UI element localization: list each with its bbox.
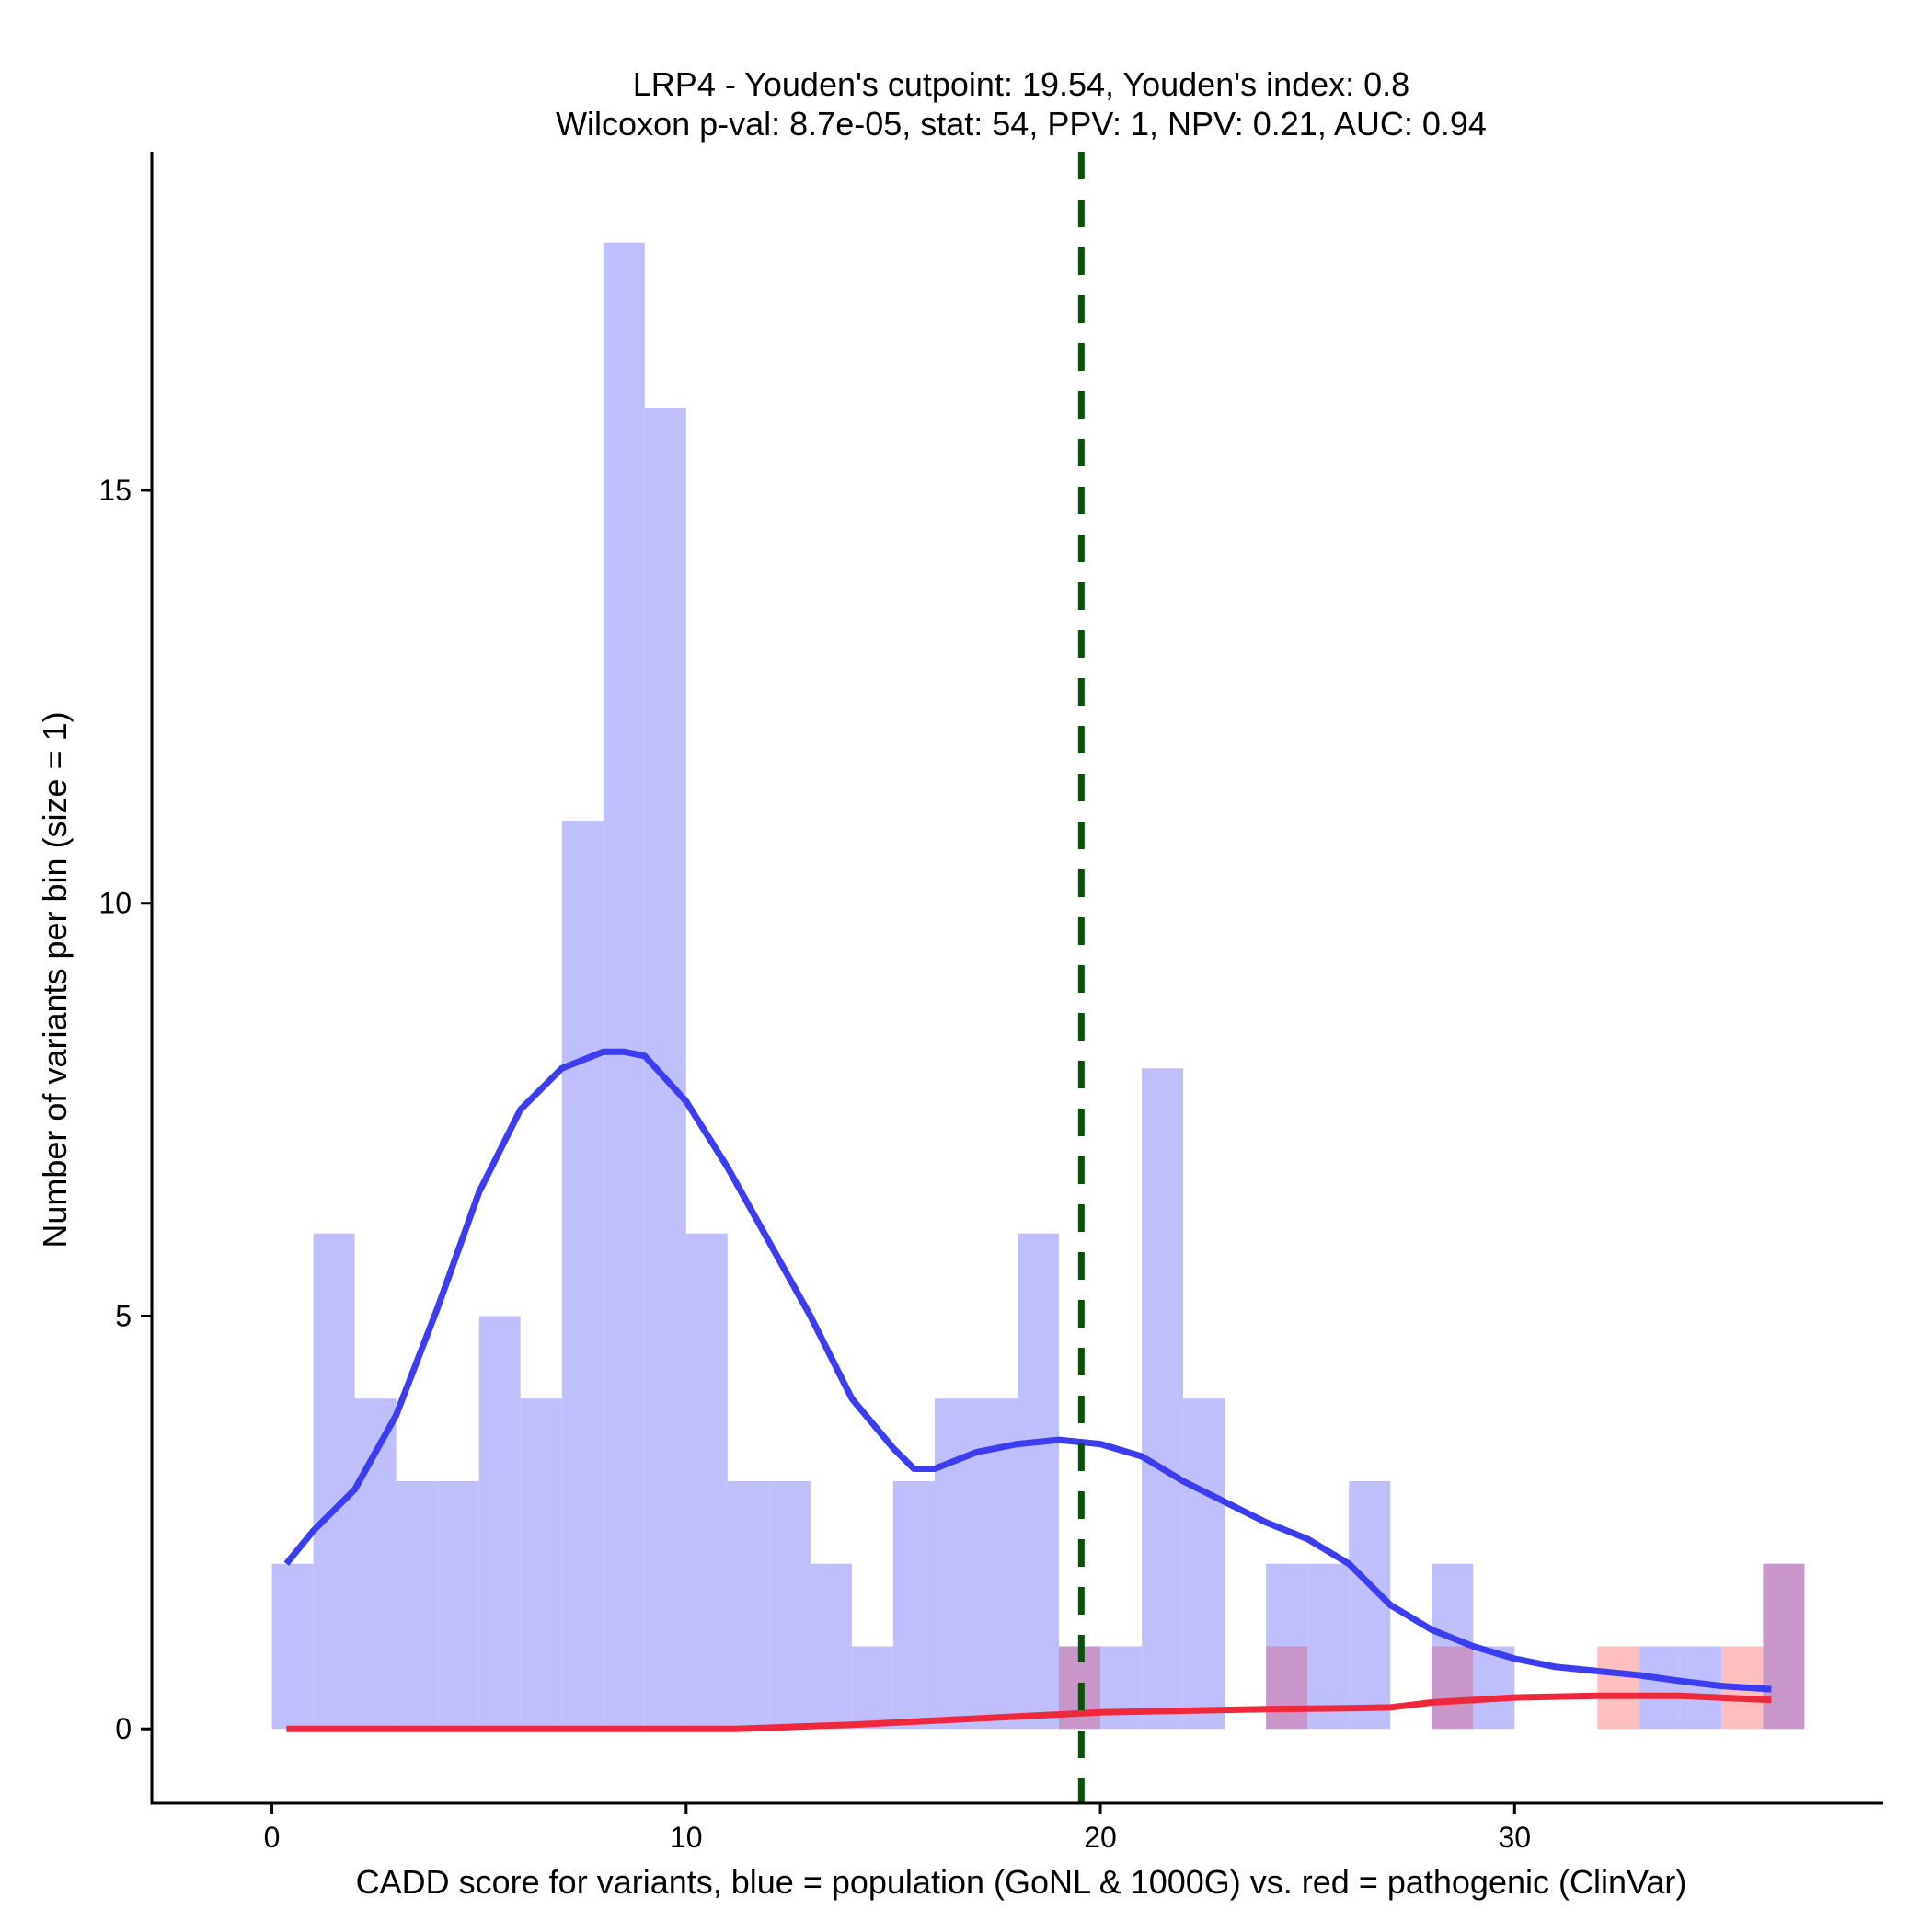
population-bar: [768, 1480, 811, 1730]
population-bar: [644, 408, 686, 1730]
population-bar: [603, 242, 645, 1730]
pathogenic-bar-overlap: [1763, 1563, 1805, 1730]
population-bar: [478, 1316, 521, 1730]
x-tick-label: 0: [264, 1821, 281, 1854]
population-bar: [271, 1563, 314, 1730]
y-tick-label: 15: [98, 474, 132, 507]
population-bar: [1349, 1480, 1391, 1730]
y-axis-label: Number of variants per bin (size = 1): [36, 711, 74, 1248]
population-bar: [892, 1480, 935, 1730]
population-bar: [520, 1398, 562, 1730]
x-tick-label: 30: [1498, 1821, 1531, 1854]
chart-title-line-1: LRP4 - Youden's cutpoint: 19.54, Youden'…: [633, 65, 1409, 103]
density-curves: [283, 1048, 1772, 1732]
pathogenic-density-curve: [286, 1692, 1772, 1732]
y-tick-label: 5: [115, 1299, 132, 1332]
population-bar: [810, 1563, 852, 1730]
chart-title-line-2: Wilcoxon p-val: 8.7e-05, stat: 54, PPV: …: [556, 105, 1487, 143]
y-tick-label: 10: [98, 887, 132, 920]
pathogenic-bar-overlap: [1266, 1646, 1308, 1730]
population-bar: [437, 1480, 479, 1730]
population-bar: [561, 820, 604, 1730]
population-bar: [313, 1233, 355, 1730]
population-bar: [1100, 1646, 1143, 1730]
histogram-bars: [271, 242, 1805, 1730]
x-axis-label: CADD score for variants, blue = populati…: [356, 1863, 1687, 1901]
population-bar: [934, 1398, 976, 1730]
pathogenic-bar: [1597, 1646, 1639, 1730]
population-density-curve: [283, 1048, 1772, 1693]
x-tick-label: 20: [1084, 1821, 1117, 1854]
x-tick-label: 10: [670, 1821, 703, 1854]
population-bar: [685, 1233, 728, 1730]
population-bar: [1183, 1398, 1225, 1730]
population-bar: [1639, 1646, 1681, 1730]
population-bar: [1142, 1068, 1184, 1730]
population-bar: [851, 1646, 893, 1730]
pathogenic-bar-overlap: [1432, 1646, 1474, 1730]
population-bar: [396, 1480, 438, 1730]
axes: 0 10 20 30 0 5 10 15: [98, 152, 1883, 1854]
population-bar: [1018, 1233, 1060, 1730]
population-bar: [1473, 1646, 1515, 1730]
population-bar: [1307, 1563, 1350, 1730]
y-tick-label: 0: [115, 1712, 132, 1745]
population-bar: [727, 1480, 769, 1730]
